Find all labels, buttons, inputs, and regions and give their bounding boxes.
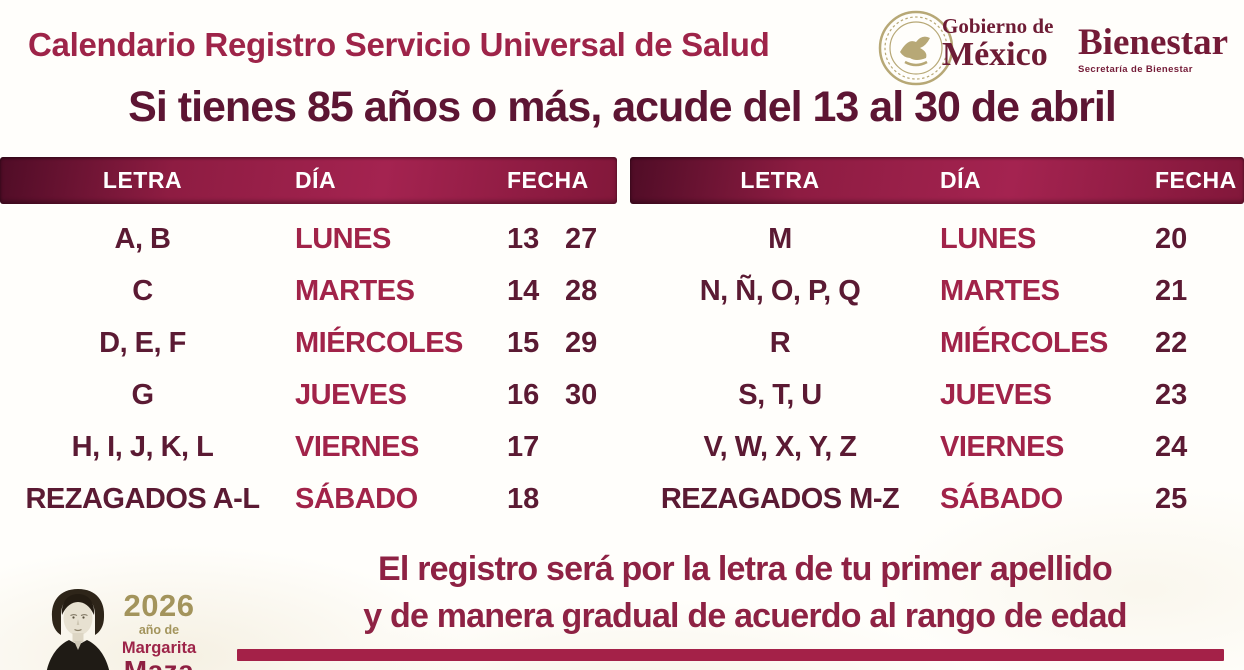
letra-cell: G	[131, 378, 154, 411]
dia-cell: MIÉRCOLES	[940, 326, 1108, 359]
table-row: C MARTES 14 28	[0, 265, 617, 317]
fecha-value-2: 27	[565, 222, 598, 255]
fecha-cell: 17	[497, 431, 617, 464]
fecha-value-1: 25	[1155, 482, 1188, 515]
bottom-accent-bar	[237, 649, 1224, 661]
fecha-cell: 13 27	[497, 223, 617, 256]
margarita-maza-portrait	[47, 589, 109, 670]
calendar-table-left: LETRA DÍA FECHA A, B LUNES 13 27 C MARTES…	[0, 157, 617, 525]
fecha-value-1: 17	[507, 430, 540, 463]
column-header-letra: LETRA	[740, 167, 820, 193]
table-row: V, W, X, Y, Z VIERNES 24	[630, 421, 1244, 473]
fecha-value-1: 23	[1155, 378, 1188, 411]
fecha-cell: 16 30	[497, 379, 617, 412]
table-row: H, I, J, K, L VIERNES 17	[0, 421, 617, 473]
column-header-dia: DÍA	[940, 167, 982, 193]
table-body: M LUNES 20 N, Ñ, O, P, Q MARTES 21 R MIÉ…	[630, 204, 1244, 525]
calendar-table-right: LETRA DÍA FECHA M LUNES 20 N, Ñ, O, P, Q…	[630, 157, 1244, 525]
table-row: G JUEVES 16 30	[0, 369, 617, 421]
bienestar-logo-name: Bienestar	[1078, 22, 1229, 63]
fecha-value-1: 15	[507, 326, 540, 359]
fecha-cell: 24	[1145, 431, 1244, 464]
table-row: N, Ñ, O, P, Q MARTES 21	[630, 265, 1244, 317]
page-title: Calendario Registro Servicio Universal d…	[28, 26, 770, 63]
fecha-value-1: 24	[1155, 430, 1188, 463]
letra-cell: C	[132, 274, 153, 307]
table-row: M LUNES 20	[630, 213, 1244, 265]
letra-cell: M	[768, 222, 792, 255]
bienestar-logo-subtitle: Secretaría de Bienestar	[1078, 64, 1193, 75]
fecha-value-2: 29	[565, 326, 598, 359]
footer-note: El registro será por la letra de tu prim…	[245, 546, 1244, 640]
fecha-value-1: 20	[1155, 222, 1188, 255]
table-row: D, E, F MIÉRCOLES 15 29	[0, 317, 617, 369]
table-header-row: LETRA DÍA FECHA	[630, 157, 1244, 204]
fecha-value-1: 18	[507, 482, 540, 515]
letra-cell: S, T, U	[738, 378, 822, 411]
dia-cell: MARTES	[295, 274, 415, 307]
column-header-dia: DÍA	[295, 167, 337, 193]
letra-cell: REZAGADOS M-Z	[660, 482, 900, 515]
fecha-value-1: 16	[507, 378, 540, 411]
fecha-cell: 25	[1145, 483, 1244, 516]
mexico-eagle-seal-icon	[878, 10, 954, 86]
dia-cell: MARTES	[940, 274, 1060, 307]
letra-cell: A, B	[114, 222, 172, 255]
year-badge-prefix: año de	[138, 623, 180, 637]
letra-cell: REZAGADOS A-L	[25, 482, 260, 515]
year-badge-name-line2: Maza	[110, 657, 208, 670]
dia-cell: JUEVES	[295, 378, 407, 411]
year-badge-name-line1: Margarita	[121, 638, 197, 657]
fecha-value-2: 28	[565, 274, 598, 307]
column-header-fecha: FECHA	[507, 167, 589, 193]
footer-note-line1: El registro será por la letra de tu prim…	[378, 550, 1113, 588]
dia-cell: MIÉRCOLES	[295, 326, 463, 359]
fecha-cell: 22	[1145, 327, 1244, 360]
fecha-value-1: 21	[1155, 274, 1188, 307]
dia-cell: VIERNES	[295, 430, 419, 463]
dia-cell: LUNES	[295, 222, 391, 255]
table-header-row: LETRA DÍA FECHA	[0, 157, 617, 204]
gobierno-logo-line2: México	[942, 36, 1048, 73]
fecha-value-1: 14	[507, 274, 540, 307]
fecha-cell: 18	[497, 483, 617, 516]
fecha-cell: 15 29	[497, 327, 617, 360]
fecha-cell: 21	[1145, 275, 1244, 308]
age-banner: Si tienes 85 años o más, acude del 13 al…	[128, 83, 1117, 131]
table-row: R MIÉRCOLES 22	[630, 317, 1244, 369]
gobierno-logo-line1: Gobierno de	[942, 14, 1054, 38]
dia-cell: SÁBADO	[295, 482, 418, 515]
dia-cell: VIERNES	[940, 430, 1064, 463]
letra-cell: V, W, X, Y, Z	[703, 430, 857, 463]
letra-cell: N, Ñ, O, P, Q	[699, 274, 861, 307]
table-row: REZAGADOS A-L SÁBADO 18	[0, 473, 617, 525]
column-header-letra: LETRA	[102, 167, 183, 193]
dia-cell: LUNES	[940, 222, 1036, 255]
dia-cell: JUEVES	[940, 378, 1052, 411]
fecha-cell: 14 28	[497, 275, 617, 308]
letra-cell: H, I, J, K, L	[71, 430, 214, 463]
footer-note-line2: y de manera gradual de acuerdo al rango …	[363, 597, 1127, 635]
year-badge-year: 2026	[123, 588, 195, 623]
letra-cell: R	[769, 326, 791, 359]
dia-cell: SÁBADO	[940, 482, 1063, 515]
table-row: S, T, U JUEVES 23	[630, 369, 1244, 421]
year-badge: 2026 año de Margarita Maza	[110, 590, 208, 670]
fecha-cell: 20	[1145, 223, 1244, 256]
fecha-value-1: 22	[1155, 326, 1188, 359]
bienestar-logo: Bienestar Secretaría de Bienestar	[1078, 24, 1228, 75]
table-row: A, B LUNES 13 27	[0, 213, 617, 265]
gobierno-de-mexico-logo: Gobierno de México	[942, 16, 1053, 72]
letra-cell: D, E, F	[99, 326, 186, 359]
table-body: A, B LUNES 13 27 C MARTES 14 28 D, E, F MI…	[0, 204, 617, 525]
fecha-value-1: 13	[507, 222, 540, 255]
fecha-value-2: 30	[565, 378, 598, 411]
column-header-fecha: FECHA	[1155, 167, 1237, 193]
table-row: REZAGADOS M-Z SÁBADO 25	[630, 473, 1244, 525]
fecha-cell: 23	[1145, 379, 1244, 412]
